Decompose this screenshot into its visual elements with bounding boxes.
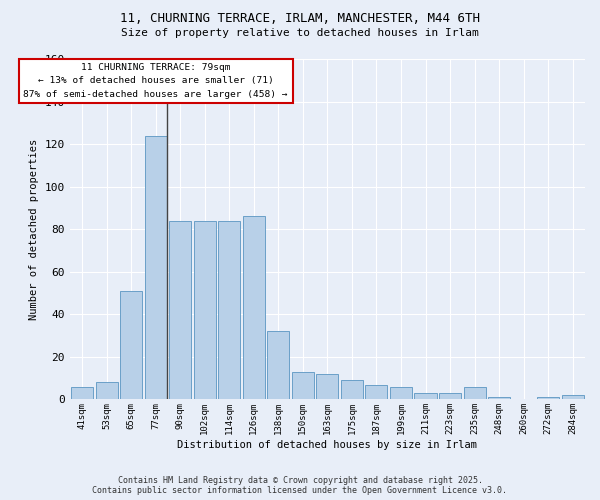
Bar xyxy=(365,384,388,400)
Bar xyxy=(267,332,289,400)
Bar xyxy=(95,382,118,400)
Bar xyxy=(415,393,437,400)
Bar xyxy=(341,380,363,400)
Bar xyxy=(243,216,265,400)
Bar xyxy=(218,220,240,400)
Text: Size of property relative to detached houses in Irlam: Size of property relative to detached ho… xyxy=(121,28,479,38)
Bar xyxy=(488,398,510,400)
Text: 11, CHURNING TERRACE, IRLAM, MANCHESTER, M44 6TH: 11, CHURNING TERRACE, IRLAM, MANCHESTER,… xyxy=(120,12,480,26)
Bar xyxy=(390,386,412,400)
Bar xyxy=(537,398,559,400)
Bar xyxy=(464,386,485,400)
Bar xyxy=(439,393,461,400)
Bar xyxy=(120,291,142,400)
Text: Contains HM Land Registry data © Crown copyright and database right 2025.
Contai: Contains HM Land Registry data © Crown c… xyxy=(92,476,508,495)
Bar xyxy=(71,386,93,400)
Bar xyxy=(169,220,191,400)
Text: 11 CHURNING TERRACE: 79sqm
← 13% of detached houses are smaller (71)
87% of semi: 11 CHURNING TERRACE: 79sqm ← 13% of deta… xyxy=(23,64,288,98)
Bar xyxy=(145,136,167,400)
Bar xyxy=(292,372,314,400)
Bar xyxy=(316,374,338,400)
X-axis label: Distribution of detached houses by size in Irlam: Distribution of detached houses by size … xyxy=(178,440,478,450)
Y-axis label: Number of detached properties: Number of detached properties xyxy=(29,138,39,320)
Bar xyxy=(194,220,216,400)
Bar xyxy=(562,395,584,400)
